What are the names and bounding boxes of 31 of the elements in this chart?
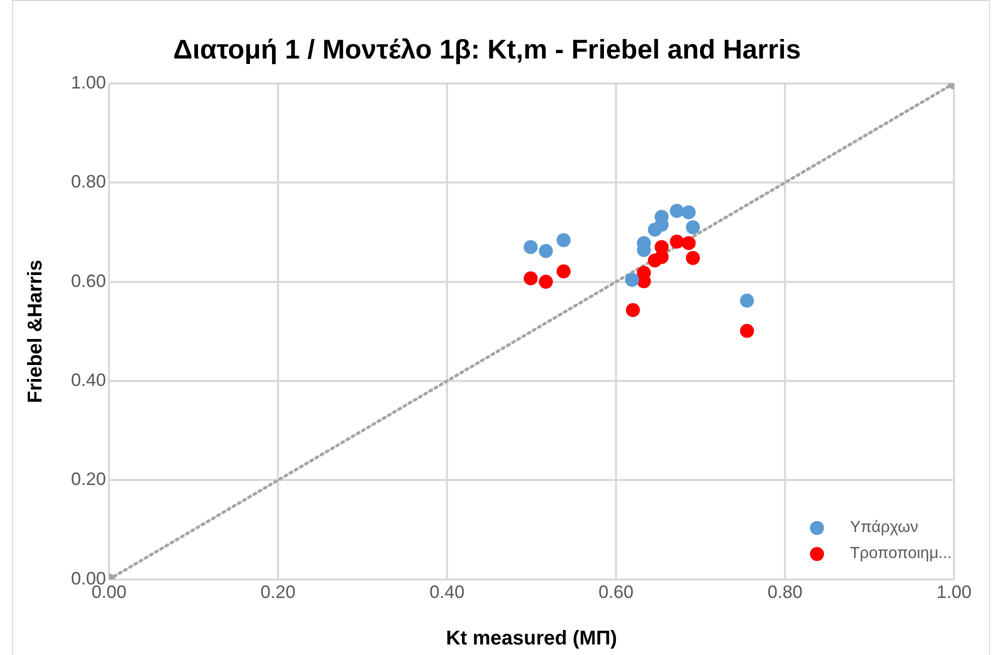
- point: [556, 264, 571, 278]
- point: [626, 303, 640, 318]
- point: [686, 250, 700, 265]
- y-tick-label: 0.20: [70, 469, 106, 490]
- point: [686, 220, 700, 234]
- x-tick-label: 0.20: [260, 582, 296, 602]
- point: [670, 234, 684, 249]
- chart-title: Διατομή 1 / Μοντέλο 1β: Kt,m - Friebel and Harris: [173, 34, 801, 65]
- point: [670, 204, 684, 218]
- y-tick-label: 0.80: [70, 172, 106, 192]
- x-tick-label: 0.40: [429, 582, 465, 602]
- x-tick-label: 0.60: [598, 582, 634, 602]
- y-tick-label: 0.40: [70, 370, 106, 390]
- point: [682, 205, 696, 220]
- point: [740, 324, 754, 338]
- legend-label: Τροποποιημ...: [850, 545, 952, 564]
- point: [740, 294, 754, 308]
- x-tick-label: 1.00: [936, 582, 972, 602]
- point: [682, 236, 696, 250]
- point: [524, 271, 538, 286]
- y-tick-label: 0.60: [70, 270, 106, 291]
- point: [524, 240, 538, 254]
- x-tick-label: 0.80: [767, 582, 803, 602]
- y-axis-title: Friebel &Harris: [24, 260, 47, 404]
- legend-label: Υπάρχων: [850, 519, 918, 538]
- x-axis-title: Kt measured (ΜΠ): [446, 628, 618, 650]
- point: [538, 274, 553, 289]
- point: [538, 244, 553, 258]
- point: [556, 233, 571, 248]
- y-tick-label: 1.00: [70, 72, 106, 92]
- point: [625, 272, 640, 287]
